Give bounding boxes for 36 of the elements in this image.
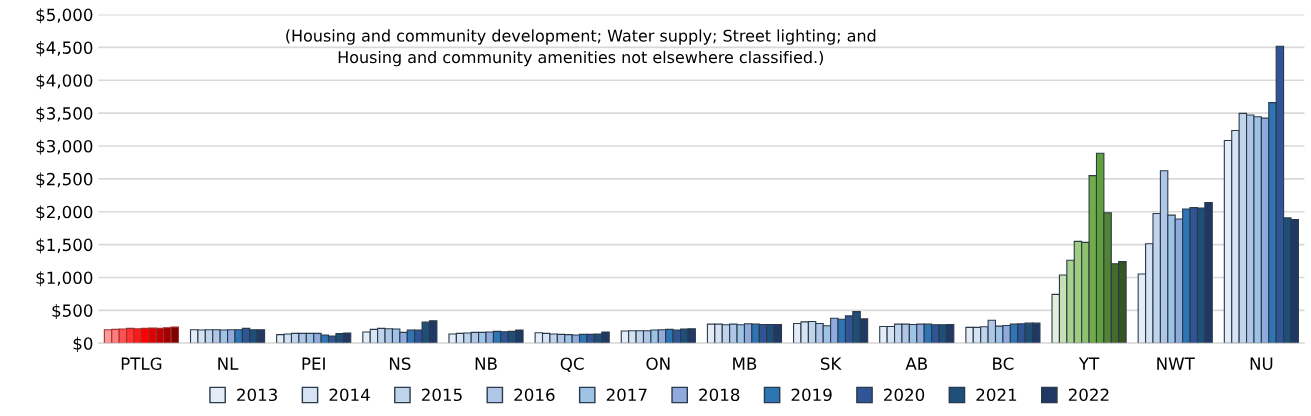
y-tick-label: $3,500 xyxy=(36,106,93,122)
legend-label: 2018 xyxy=(699,388,740,402)
legend-label: 2015 xyxy=(421,388,462,402)
x-tick-label: AB xyxy=(905,357,927,370)
y-tick-label: $5,000 xyxy=(36,8,93,24)
x-tick-label: PEI xyxy=(302,357,325,370)
x-tick-label: YT xyxy=(1078,357,1100,370)
x-tick-label: QC xyxy=(560,357,584,372)
y-tick-label: $3,000 xyxy=(36,139,93,155)
y-tick-label: $0 xyxy=(73,336,93,352)
x-tick-label: SK xyxy=(820,357,842,370)
x-tick-label: NWT xyxy=(1157,357,1195,370)
legend-label: 2014 xyxy=(329,388,370,402)
legend-label: 2016 xyxy=(514,388,555,402)
x-tick-label: NS xyxy=(389,357,411,370)
y-tick-label: $4,000 xyxy=(36,73,93,90)
y-tick-label: $2,500 xyxy=(36,172,93,188)
y-tick-label: $2,000 xyxy=(36,205,93,221)
x-tick-label: MB xyxy=(733,357,757,370)
y-tick-label: $1,500 xyxy=(36,238,93,254)
x-tick-label: NB xyxy=(475,357,497,370)
y-tick-label: $1,000 xyxy=(36,271,93,287)
x-tick-label: NL xyxy=(218,357,239,370)
annotation: (Housing and community development; Water supply; Street lighting; and Housing and community amenities not elsewhere classified.) xyxy=(286,29,876,67)
x-tick-label: BC xyxy=(993,357,1014,370)
legend-label: 2019 xyxy=(791,388,832,402)
legend-label: 2017 xyxy=(606,388,647,402)
y-tick-label: $4,500 xyxy=(36,41,93,57)
x-tick-label: ON xyxy=(646,357,670,370)
legend-label: 2021 xyxy=(976,388,1017,402)
legend-label: 2022 xyxy=(1068,388,1109,402)
legend-label: 2020 xyxy=(884,388,925,402)
y-tick-label: $500 xyxy=(52,304,93,320)
x-tick-label: NU xyxy=(1250,357,1273,370)
x-tick-label: PTLG xyxy=(121,357,162,370)
legend-label: 2013 xyxy=(237,388,277,402)
